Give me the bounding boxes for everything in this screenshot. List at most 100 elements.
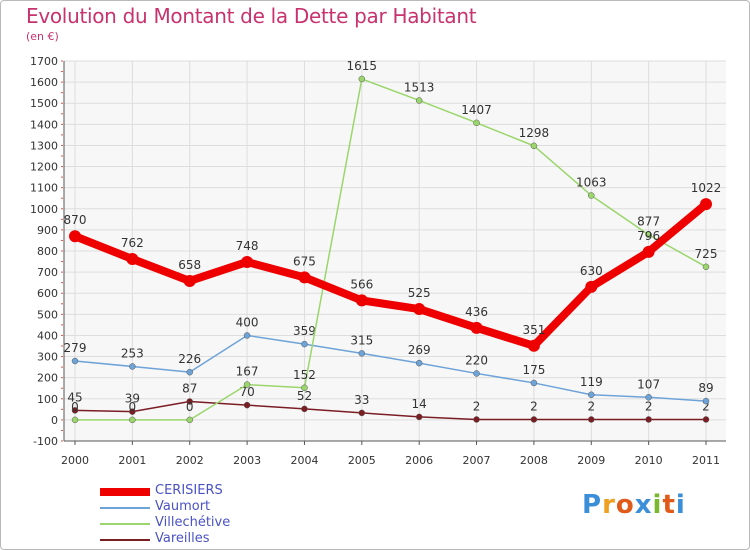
data-point-villechetive (415, 97, 423, 104)
data-point-villechetive (473, 119, 480, 127)
chart-title: Evolution du Montant de la Dette par Hab… (26, 4, 477, 28)
data-label-villechetive: 152 (293, 368, 316, 382)
x-tick-label: 2009 (577, 454, 605, 467)
data-point-vaumort (358, 350, 366, 357)
data-point-cerisiers (69, 230, 81, 243)
data-point-vareilles (129, 408, 136, 415)
data-point-vareilles (702, 416, 710, 423)
data-label-vareilles: 45 (67, 390, 82, 404)
data-point-vareilles (415, 413, 423, 421)
data-label-vareilles: 52 (297, 389, 312, 403)
data-point-villechetive (645, 231, 652, 238)
data-point-vareilles (530, 416, 538, 423)
x-tick-label: 2011 (692, 454, 720, 467)
data-point-cerisiers (413, 303, 426, 316)
data-label-villechetive: 0 (71, 400, 79, 414)
y-tick-label: 0 (51, 414, 58, 427)
data-point-villechetive (358, 75, 366, 83)
data-point-villechetive (301, 384, 308, 392)
legend-swatch-cerisiers (100, 488, 150, 496)
series-cerisiers: 870 762 658 748 675 566 525 436 351 630 796 1022 (64, 181, 722, 352)
data-label-vaumort: 89 (698, 381, 713, 395)
y-tick-label: 500 (37, 308, 58, 321)
y-tick-label: 700 (37, 266, 58, 279)
logo-letter: x (634, 490, 653, 520)
data-label-vaumort: 279 (64, 341, 87, 355)
data-label-cerisiers: 796 (637, 229, 660, 243)
data-point-vareilles (588, 416, 595, 423)
legend: CERISIERS Vaumort Villechétive Vareilles (98, 483, 298, 548)
x-tick-label: 2008 (520, 454, 548, 467)
series-villechetive: 0 0 0 167 152 1615 1513 1407 1298 1063 877 725 (71, 59, 718, 424)
series-line-vaumort (74, 334, 707, 402)
y-tick-label: 300 (37, 351, 58, 364)
data-label-villechetive: 725 (695, 247, 718, 261)
data-label-vareilles: 2 (702, 399, 710, 413)
data-label-cerisiers: 1022 (691, 181, 722, 195)
logo-letter: t (662, 490, 676, 520)
y-tick-label: 100 (37, 393, 58, 406)
data-point-cerisiers (642, 245, 655, 258)
data-point-vareilles (645, 416, 652, 423)
data-label-cerisiers: 748 (236, 239, 259, 253)
legend-swatch-villechetive (100, 523, 150, 525)
data-point-vaumort (415, 359, 423, 367)
data-point-villechetive (588, 192, 595, 199)
data-label-cerisiers: 870 (64, 213, 87, 227)
legend-label-cerisiers: CERISIERS (155, 483, 223, 498)
x-tick-label: 2003 (233, 454, 261, 467)
legend-item-villechetive: Villechétive (98, 515, 298, 532)
data-label-cerisiers: 675 (293, 254, 316, 268)
data-label-vaumort: 107 (637, 377, 660, 391)
chart-subtitle: (en €) (26, 30, 59, 43)
data-point-vaumort (243, 332, 251, 339)
data-point-vaumort (530, 379, 538, 387)
data-label-cerisiers: 566 (350, 277, 373, 291)
data-point-villechetive (129, 416, 136, 424)
data-label-villechetive: 1063 (576, 175, 607, 189)
y-tick-label: 1100 (30, 182, 58, 195)
legend-label-villechetive: Villechétive (155, 515, 231, 530)
data-point-cerisiers (183, 274, 196, 287)
data-label-vaumort: 315 (350, 333, 373, 347)
data-label-vareilles: 33 (354, 393, 369, 407)
y-tick-label: -100 (33, 435, 58, 448)
data-label-cerisiers: 630 (580, 264, 603, 278)
data-point-villechetive (186, 416, 193, 424)
y-tick-label: 800 (37, 245, 58, 258)
data-label-vareilles: 2 (473, 399, 481, 413)
x-tick-label: 2000 (61, 454, 89, 467)
y-tick-label: 400 (37, 329, 58, 342)
data-point-vareilles (473, 416, 480, 423)
y-tick-label: 200 (37, 372, 58, 385)
x-tick-label: 2010 (635, 454, 663, 467)
data-point-vaumort (473, 370, 480, 377)
data-label-cerisiers: 658 (178, 258, 201, 272)
data-point-vareilles (301, 405, 308, 413)
data-point-vaumort (588, 391, 595, 399)
x-tick-label: 2007 (463, 454, 491, 467)
series-line-cerisiers (71, 200, 710, 350)
data-label-vareilles: 14 (412, 397, 427, 411)
y-tick-label: 1600 (30, 76, 58, 89)
data-label-vareilles: 87 (182, 382, 197, 396)
x-tick-label: 2004 (290, 454, 318, 467)
x-tick-label: 2005 (348, 454, 376, 467)
y-tick-label: 1700 (30, 55, 58, 68)
data-point-villechetive (702, 263, 710, 271)
legend-label-vaumort: Vaumort (155, 499, 211, 514)
y-tick-label: 1000 (30, 203, 58, 216)
data-label-cerisiers: 762 (121, 236, 144, 250)
data-label-vareilles: 2 (530, 399, 538, 413)
series-vareilles: 45 39 87 70 52 33 14 2 2 2 2 2 (67, 382, 710, 423)
x-tick-label: 2002 (176, 454, 204, 467)
legend-item-cerisiers: CERISIERS (98, 483, 298, 500)
data-label-villechetive: 1407 (461, 103, 492, 117)
data-label-vaumort: 269 (408, 343, 431, 357)
y-tick-label: 1500 (30, 97, 58, 110)
data-point-vaumort (301, 340, 308, 348)
data-label-vaumort: 119 (580, 375, 603, 389)
data-label-villechetive: 0 (186, 400, 194, 414)
data-label-villechetive: 167 (236, 365, 259, 379)
